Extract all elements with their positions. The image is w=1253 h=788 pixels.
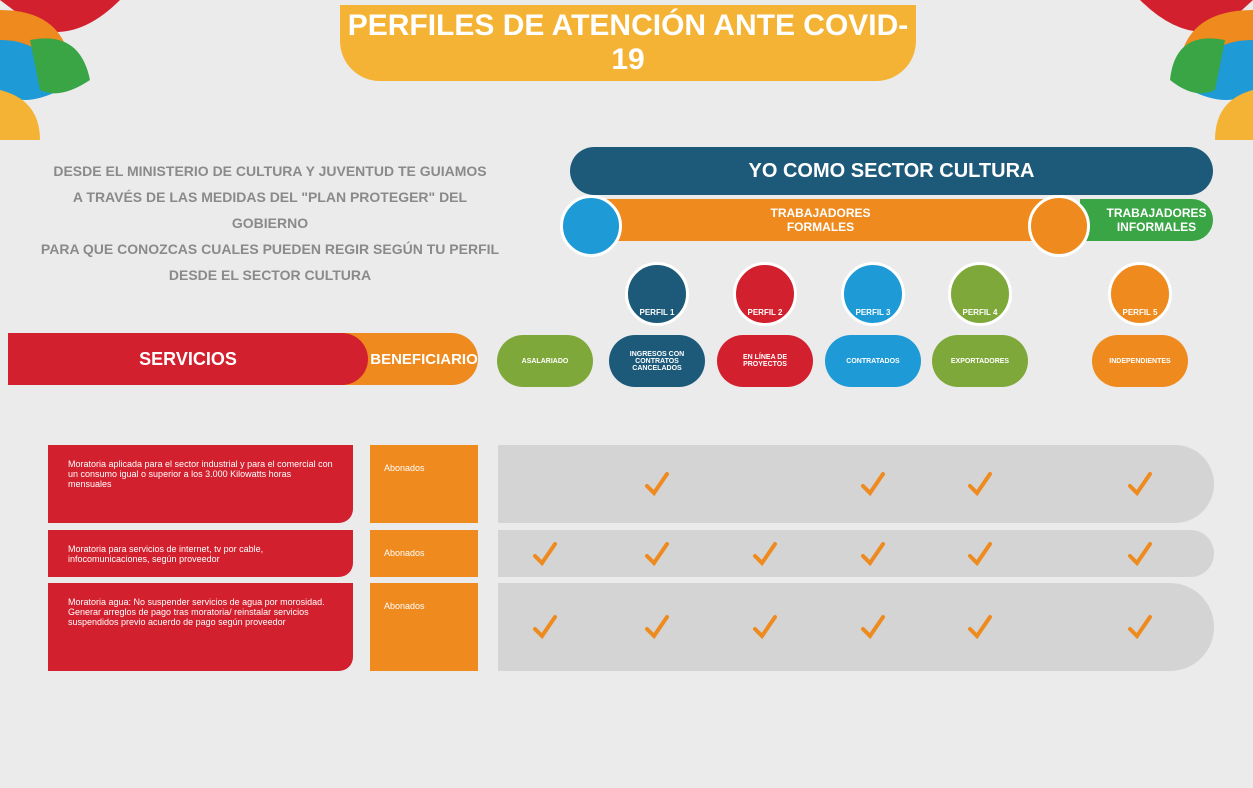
services-header: SERVICIOS — [8, 333, 368, 385]
avatar: PERFIL 4 — [948, 262, 1012, 326]
intro-line: DESDE EL MINISTERIO DE CULTURA Y JUVENTU… — [53, 163, 487, 179]
profile-label: INDEPENDIENTES — [1092, 335, 1188, 387]
check — [861, 472, 885, 497]
check — [861, 541, 885, 566]
profile-badge: PERFIL 2 — [747, 308, 783, 317]
profile-badge: PERFIL 4 — [962, 308, 998, 317]
check — [1128, 472, 1152, 497]
check — [645, 472, 669, 497]
service: Moratoria agua: No suspender servicios d… — [48, 583, 353, 671]
profile-label: EXPORTADORES — [932, 335, 1028, 387]
beneficiary: Abonados — [370, 583, 478, 671]
check — [533, 541, 557, 566]
profile-badge: PERFIL 1 — [639, 308, 675, 317]
profile-badge: PERFIL 5 — [1122, 308, 1158, 317]
profile-label: CONTRATADOS — [825, 335, 921, 387]
profile-label: EN LÍNEA DE PROYECTOS — [717, 335, 813, 387]
profile-label: INGRESOS CON CONTRATOS CANCELADOS — [609, 335, 705, 387]
beneficiary-header: BENEFICIARIO — [340, 333, 478, 385]
avatar — [560, 195, 622, 257]
check — [861, 615, 885, 640]
avatar: PERFIL 1 — [625, 262, 689, 326]
check — [753, 541, 777, 566]
sector-bar: YO COMO SECTOR CULTURA — [570, 147, 1213, 195]
check — [968, 541, 992, 566]
intro: DESDE EL MINISTERIO DE CULTURA Y JUVENTU… — [40, 158, 500, 288]
check — [1128, 541, 1152, 566]
avatar: PERFIL 5 — [1108, 262, 1172, 326]
profile-badge: PERFIL 3 — [855, 308, 891, 317]
check — [968, 615, 992, 640]
check — [753, 615, 777, 640]
avatar — [1028, 195, 1090, 257]
intro-line: A TRAVÉS DE LAS MEDIDAS DEL "PLAN PROTEG… — [72, 189, 468, 231]
avatar: PERFIL 2 — [733, 262, 797, 326]
formales: TRABAJADORES FORMALES — [598, 199, 1043, 241]
service: Moratoria para servicios de internet, tv… — [48, 530, 353, 577]
title: PERFILES DE ATENCIÓN ANTE COVID-19 — [340, 5, 916, 81]
row-band — [498, 583, 1214, 671]
check — [533, 615, 557, 640]
service: Moratoria aplicada para el sector indust… — [48, 445, 353, 523]
intro-line: PARA QUE CONOZCAS CUALES PUEDEN REGIR SE… — [40, 241, 500, 257]
row-band — [498, 530, 1214, 577]
row-band — [498, 445, 1214, 523]
check — [1128, 615, 1152, 640]
beneficiary: Abonados — [370, 530, 478, 577]
informales: TRABAJADORES INFORMALES — [1080, 199, 1213, 241]
beneficiary: Abonados — [370, 445, 478, 523]
check — [645, 541, 669, 566]
check — [645, 615, 669, 640]
avatar: PERFIL 3 — [841, 262, 905, 326]
intro-line: DESDE EL SECTOR CULTURA — [168, 267, 372, 283]
profile-label: ASALARIADO — [497, 335, 593, 387]
check — [968, 472, 992, 497]
